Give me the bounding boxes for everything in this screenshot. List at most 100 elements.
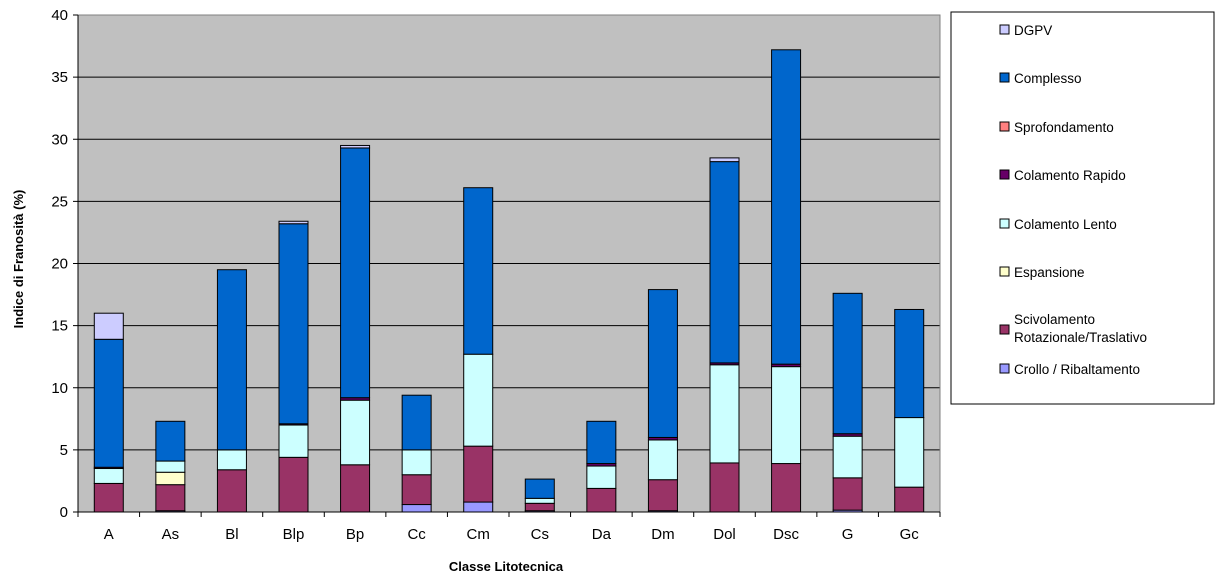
bar-segment xyxy=(278,220,309,225)
legend-swatch xyxy=(999,169,1010,180)
legend-label: Scivolamento xyxy=(1014,312,1095,327)
y-tick-label: 35 xyxy=(51,69,68,86)
bar-segment xyxy=(771,463,802,513)
y-tick-label: 20 xyxy=(51,256,68,273)
legend-item: Colamento Lento xyxy=(999,217,1117,232)
x-tick-label: Bp xyxy=(346,526,364,543)
bar-segment xyxy=(524,478,555,499)
legend-label: Complesso xyxy=(1014,71,1082,86)
bars xyxy=(93,49,925,513)
legend-label: Colamento Lento xyxy=(1014,217,1117,232)
y-tick-label: 40 xyxy=(51,7,68,24)
x-tick-label: Blp xyxy=(283,526,305,543)
bar-segment xyxy=(463,501,494,513)
bar-segment xyxy=(401,394,432,451)
legend-item: Sprofondamento xyxy=(999,120,1114,135)
y-tick-label: 25 xyxy=(51,193,68,210)
bar-segment xyxy=(93,312,124,340)
legend-swatch xyxy=(999,24,1010,35)
bar-segment xyxy=(155,471,186,486)
bar-segment xyxy=(647,439,678,481)
bar-segment xyxy=(771,366,802,465)
y-axis-title: Indice di Franosità (%) xyxy=(11,190,26,329)
legend-swatch xyxy=(999,363,1010,374)
bar-segment xyxy=(340,464,371,513)
legend: DGPV Complesso Sprofondamento Colamento Rap… xyxy=(950,11,1215,405)
y-tick-label: 30 xyxy=(51,131,68,148)
legend-box xyxy=(950,11,1215,405)
bar-segment xyxy=(894,308,925,419)
bar-segment xyxy=(401,504,432,513)
y-tick-label: 5 xyxy=(60,442,68,459)
bar-segment xyxy=(216,449,247,471)
bar-segment xyxy=(463,353,494,447)
legend-label: Colamento Rapido xyxy=(1014,168,1126,183)
legend-item: Scivolamento Rotazionale/Traslativo xyxy=(999,312,1147,345)
x-tick-labels: A As Bl Blp Bp Cc Cm Cs Da Dm Dol Dsc G Gc xyxy=(77,512,941,543)
y-tick-label: 10 xyxy=(51,380,68,397)
x-tick-label: Dm xyxy=(651,526,674,543)
legend-label: DGPV xyxy=(1014,23,1052,38)
legend-item: Complesso xyxy=(999,71,1082,86)
bar-segment xyxy=(155,460,186,473)
bar-segment xyxy=(93,338,124,468)
bar-segment xyxy=(894,486,925,513)
bar-segment xyxy=(216,269,247,451)
legend-label: Espansione xyxy=(1014,265,1085,280)
y-tick-label: 0 xyxy=(60,504,68,521)
bar-segment xyxy=(586,487,617,513)
bar-segment xyxy=(93,468,124,484)
x-tick-label: Dsc xyxy=(773,526,799,543)
bar-segment xyxy=(709,462,740,513)
legend-item: Crollo / Ribaltamento xyxy=(999,362,1140,377)
x-tick-label: Dol xyxy=(713,526,736,543)
bar-segment xyxy=(340,399,371,466)
x-tick-label: Bl xyxy=(225,526,238,543)
bar-segment xyxy=(771,49,802,365)
bar-segment xyxy=(524,502,555,512)
y-tick-labels: 0 5 10 15 20 25 30 35 40 xyxy=(51,7,78,521)
legend-swatch xyxy=(999,266,1010,277)
x-tick-label: G xyxy=(842,526,854,543)
x-tick-label: Cs xyxy=(531,526,549,543)
bar-segment xyxy=(463,445,494,503)
bar-segment xyxy=(216,469,247,513)
bar-segment xyxy=(278,223,309,425)
legend-item: Colamento Rapido xyxy=(999,168,1126,183)
bar-segment xyxy=(647,479,678,512)
bar-segment xyxy=(832,435,863,479)
legend-item: DGPV xyxy=(999,23,1052,38)
bar-segment xyxy=(401,449,432,476)
bar-segment xyxy=(894,417,925,488)
bar-segment xyxy=(401,474,432,506)
x-tick-label: Cm xyxy=(467,526,490,543)
bar-segment xyxy=(647,289,678,438)
x-tick-label: As xyxy=(162,526,180,543)
bar-segment xyxy=(709,157,740,163)
bar-segment xyxy=(709,364,740,464)
bar-segment xyxy=(340,147,371,399)
legend-label: Crollo / Ribaltamento xyxy=(1014,362,1140,377)
x-tick-label: Cc xyxy=(407,526,426,543)
legend-label: Rotazionale/Traslativo xyxy=(1014,330,1147,345)
x-tick-label: A xyxy=(104,526,114,543)
x-axis-title: Classe Litotecnica xyxy=(449,559,564,574)
x-tick-label: Gc xyxy=(900,526,920,543)
legend-swatch xyxy=(999,72,1010,83)
legend-swatch xyxy=(999,218,1010,229)
bar-segment xyxy=(524,497,555,504)
legend-label: Sprofondamento xyxy=(1014,120,1114,135)
bar-segment xyxy=(586,465,617,489)
bar-segment xyxy=(832,477,863,511)
legend-swatch xyxy=(999,121,1010,132)
bar-segment xyxy=(340,144,371,149)
bar-segment xyxy=(586,420,617,465)
y-tick-label: 15 xyxy=(51,318,68,335)
x-tick-label: Da xyxy=(592,526,612,543)
bar-segment xyxy=(155,420,186,462)
bar-segment xyxy=(278,424,309,458)
legend-item: Espansione xyxy=(999,265,1085,280)
legend-swatch xyxy=(999,324,1010,335)
bar-segment xyxy=(278,456,309,513)
